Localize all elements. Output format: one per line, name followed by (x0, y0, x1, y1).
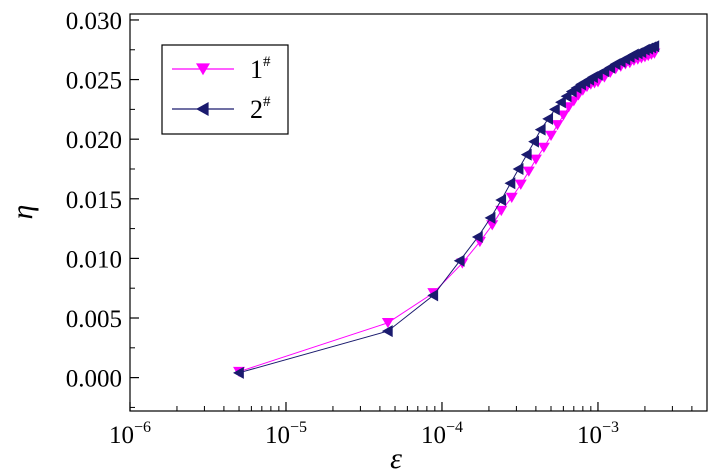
data-point (196, 102, 209, 116)
data-point (512, 162, 524, 175)
x-axis-title: ε (390, 442, 402, 472)
data-point (453, 254, 465, 267)
y-tick-label: 0.030 (66, 8, 122, 35)
data-point (427, 289, 439, 302)
legend-label: 1# (250, 54, 271, 84)
series-2 (233, 40, 660, 379)
data-point (542, 112, 554, 125)
data-point (545, 130, 558, 142)
y-tick-label: 0.010 (66, 246, 122, 273)
data-point (495, 205, 508, 217)
data-point (557, 110, 570, 121)
data-point (529, 154, 542, 165)
legend: 1#2# (161, 44, 289, 135)
data-point (534, 123, 546, 136)
legend-label: 2# (250, 94, 271, 124)
data-point (528, 135, 539, 148)
data-point (484, 211, 496, 224)
data-point (537, 142, 550, 153)
data-point (233, 366, 244, 379)
series-line (238, 45, 655, 374)
x-tick-label: 10−5 (265, 419, 307, 449)
x-tick-label: 10−6 (109, 419, 151, 449)
data-point (514, 179, 527, 190)
series-line (238, 52, 655, 373)
data-point (648, 40, 660, 53)
data-point (560, 90, 572, 103)
data-point (196, 63, 210, 76)
legend-box (161, 44, 289, 135)
data-point (520, 148, 532, 161)
series-layer (233, 40, 661, 379)
data-point (548, 103, 560, 116)
plot-border (129, 13, 708, 412)
x-axis: 10−6 10−5 10−4 10−3 (109, 402, 708, 449)
y-tick-label: 0.000 (66, 366, 122, 393)
data-point (471, 230, 483, 243)
y-tick-label: 0.015 (66, 187, 122, 214)
data-point (522, 166, 535, 177)
plot-area (129, 13, 708, 412)
data-point (505, 192, 518, 203)
x-tick-label: 10−3 (577, 419, 619, 449)
data-point (555, 96, 566, 109)
y-axis: 0.000 0.005 0.010 0.015 0.020 0.025 0.030 (66, 8, 139, 408)
data-point (381, 325, 393, 338)
y-tick-label: 0.020 (66, 127, 122, 154)
data-point (495, 193, 507, 206)
data-point (504, 177, 516, 190)
y-tick-label: 0.005 (66, 306, 122, 333)
x-tick-label: 10−4 (421, 419, 463, 449)
y-tick-label: 0.025 (66, 68, 122, 95)
y-axis-title: η (6, 205, 39, 220)
data-point (551, 120, 564, 131)
data-point (381, 317, 394, 329)
series-1 (233, 48, 661, 378)
